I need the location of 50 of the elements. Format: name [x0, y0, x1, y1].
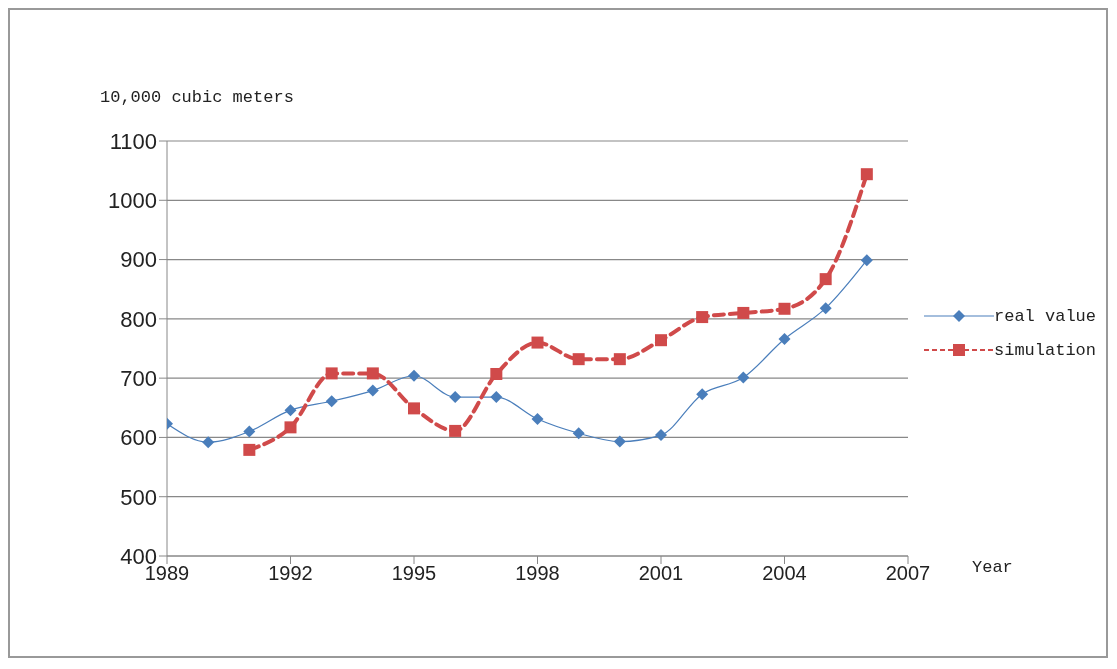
point [613, 353, 626, 366]
point [860, 254, 873, 267]
point [531, 413, 544, 426]
x-axis-title: Year [972, 558, 1013, 577]
point [449, 424, 462, 437]
point [819, 302, 832, 315]
point [490, 367, 503, 380]
point [655, 334, 667, 347]
point [572, 427, 585, 440]
point [202, 436, 215, 449]
point [408, 402, 420, 415]
point [613, 435, 626, 448]
legend-label: simulation [994, 340, 1097, 360]
legend-label: real value [994, 306, 1097, 326]
y-tick-label: 700 [120, 365, 157, 391]
x-tick-label: 2004 [762, 562, 807, 585]
point [860, 168, 873, 181]
y-tick-label: 900 [120, 247, 157, 273]
point [325, 395, 338, 408]
point [737, 371, 750, 384]
point [819, 273, 832, 286]
point [366, 367, 379, 380]
point [284, 404, 297, 417]
x-tick-label: 2007 [885, 562, 931, 585]
x-tick-label: 1995 [391, 562, 437, 585]
point [696, 311, 709, 324]
point [531, 336, 544, 349]
point [243, 443, 256, 456]
point [696, 388, 709, 401]
point [572, 353, 585, 366]
point [778, 302, 791, 315]
point [490, 391, 503, 404]
point [366, 384, 379, 397]
point [284, 421, 297, 434]
x-tick-label: 2001 [638, 562, 684, 585]
point [243, 425, 256, 438]
y-tick-label: 1000 [108, 188, 157, 214]
x-tick-label: 1992 [268, 562, 313, 585]
y-axis-title: 10,000 cubic meters [100, 88, 294, 107]
point [408, 369, 420, 382]
point [449, 391, 462, 404]
point [655, 429, 667, 442]
y-tick-label: 800 [120, 306, 157, 332]
point [325, 367, 338, 380]
x-tick-label: 1998 [515, 562, 560, 585]
point [737, 306, 750, 319]
y-tick-label: 500 [120, 484, 157, 510]
y-tick-label: 1100 [109, 128, 157, 154]
point [778, 333, 791, 346]
y-tick-label: 600 [120, 425, 157, 451]
